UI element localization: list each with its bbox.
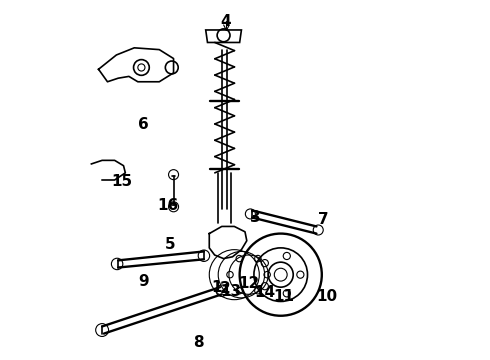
Text: 16: 16 bbox=[158, 198, 179, 212]
Text: 11: 11 bbox=[274, 289, 295, 303]
Text: 1: 1 bbox=[211, 280, 221, 295]
Text: 7: 7 bbox=[318, 212, 329, 227]
Text: 12: 12 bbox=[238, 276, 259, 291]
Text: 15: 15 bbox=[111, 174, 132, 189]
Text: 3: 3 bbox=[250, 210, 261, 225]
Text: 13: 13 bbox=[220, 284, 241, 299]
Text: 9: 9 bbox=[138, 274, 148, 289]
Text: 10: 10 bbox=[317, 289, 338, 303]
Text: 6: 6 bbox=[138, 117, 148, 132]
Text: 14: 14 bbox=[254, 285, 275, 300]
Text: 5: 5 bbox=[165, 237, 175, 252]
Text: 4: 4 bbox=[220, 14, 231, 28]
Text: 8: 8 bbox=[193, 335, 204, 350]
Text: 2: 2 bbox=[220, 282, 231, 296]
